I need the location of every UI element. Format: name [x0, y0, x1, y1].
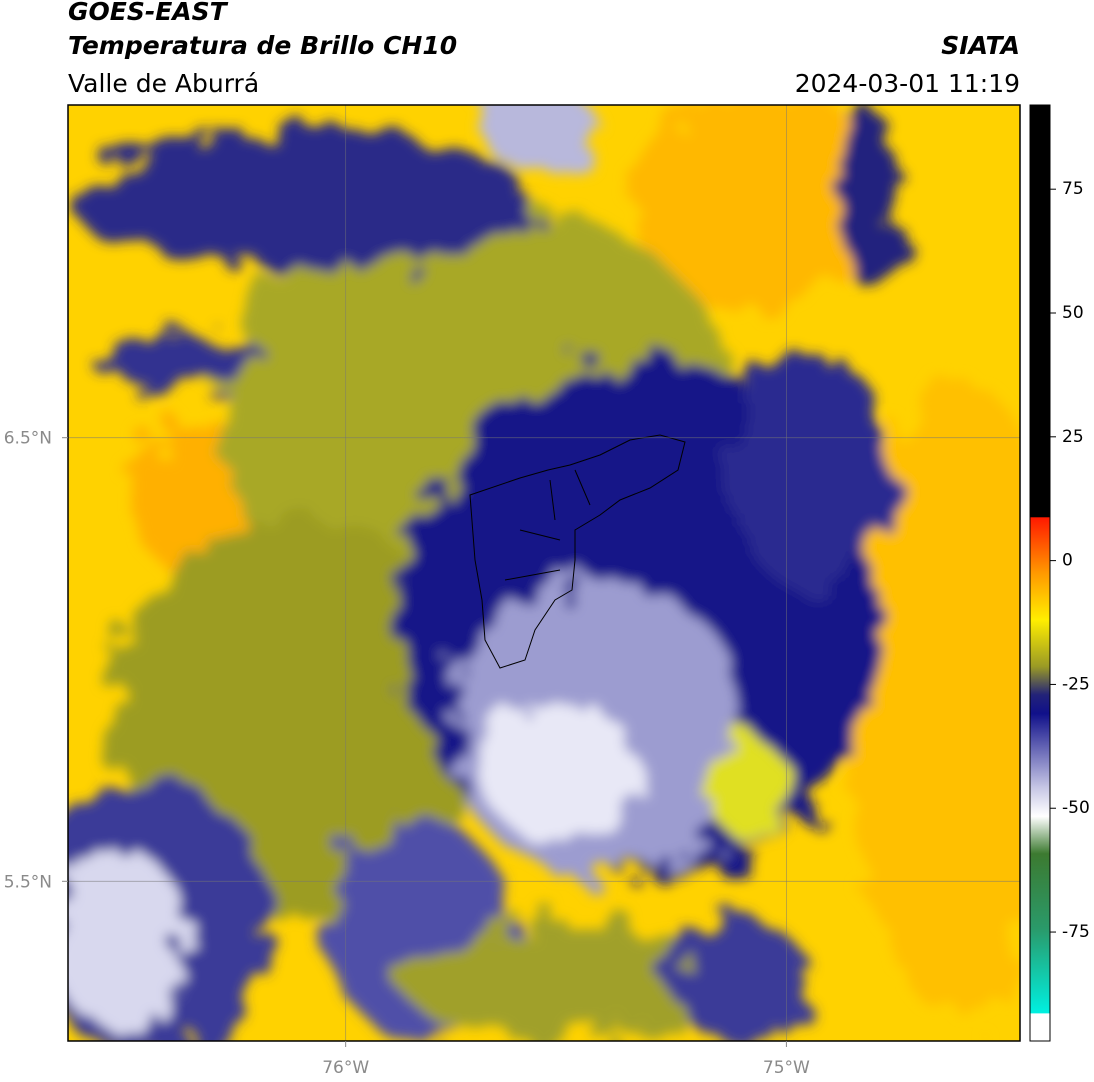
lat-label: 5.5°N — [4, 872, 52, 892]
colorbar-label: 0 — [1062, 551, 1073, 571]
satellite-image — [68, 105, 1020, 1041]
map-frame — [67, 104, 1021, 1042]
title: GOES-EAST — [68, 0, 229, 26]
colorbar-label: -50 — [1062, 798, 1090, 818]
municipal-boundaries — [469, 434, 686, 669]
lat-label: 6.5°N — [4, 429, 52, 449]
colorbar-label: 50 — [1062, 303, 1084, 323]
colorbar-label: -75 — [1062, 922, 1090, 942]
colorbar — [1029, 104, 1051, 1042]
datetime: 2024-03-01 11:19 — [795, 69, 1020, 98]
lon-label: 75°W — [763, 1058, 810, 1078]
lon-label: 76°W — [322, 1058, 369, 1078]
region: Valle de Aburrá — [68, 69, 259, 98]
colorbar-label: -25 — [1062, 674, 1090, 694]
source: SIATA — [941, 31, 1020, 60]
subtitle: Temperatura de Brillo CH10 — [68, 31, 457, 60]
colorbar-label: 25 — [1062, 427, 1084, 447]
colorbar-label: 75 — [1062, 179, 1084, 199]
